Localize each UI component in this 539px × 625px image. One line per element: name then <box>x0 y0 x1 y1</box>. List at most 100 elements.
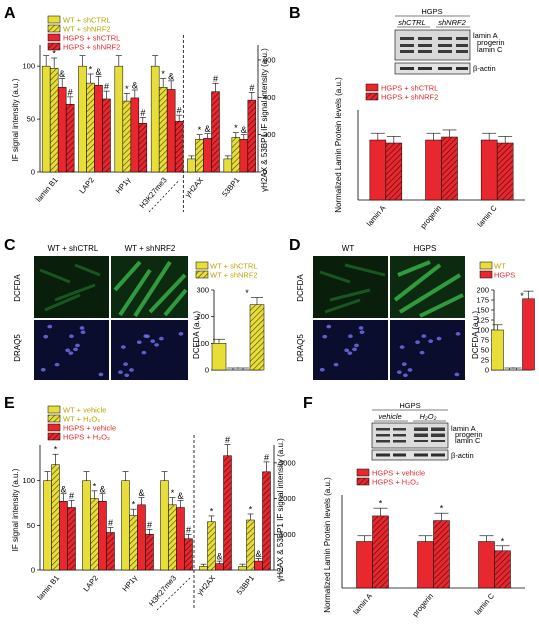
bar <box>246 519 255 571</box>
nucleus <box>80 330 86 335</box>
bar <box>102 98 111 173</box>
bar <box>247 99 257 173</box>
nucleus <box>347 351 353 355</box>
y-tick-label: 0 <box>31 168 35 177</box>
actin-blot-image <box>394 62 471 75</box>
bar <box>254 560 263 571</box>
significance-marker: # <box>108 518 113 528</box>
panel-b: B HGPS shCTRL shNRF2 lamin A progerin la… <box>289 5 525 230</box>
band-label: lamin C <box>477 45 503 54</box>
legend-swatch-hgps-shnrf2 <box>47 42 61 51</box>
nucleus <box>123 362 128 366</box>
nucleus <box>54 362 60 367</box>
panel-label-c: C <box>4 237 16 254</box>
significance-marker: # <box>177 106 182 116</box>
bar <box>203 138 212 173</box>
significance-marker: * <box>54 445 58 455</box>
blot-group-label: H₂O₂ <box>420 412 437 421</box>
bar <box>90 498 99 571</box>
x-tick-label: HP1γ <box>120 573 139 593</box>
nucleus <box>178 332 184 336</box>
significance-marker: # <box>225 435 230 445</box>
nucleus <box>158 336 164 341</box>
nucleus <box>120 345 126 349</box>
y-tick-label-right: 3000 <box>279 458 296 467</box>
y-axis-label: Normalized Lamin Protein levels (a.u.) <box>334 77 343 213</box>
nucleus <box>415 340 420 345</box>
significance-marker: & <box>255 549 261 559</box>
x-tick-label: H3K27me3 <box>138 176 169 211</box>
nucleus <box>65 348 71 353</box>
significance-marker: * <box>89 64 93 74</box>
panel-label-b: B <box>289 5 301 22</box>
bar <box>57 87 67 173</box>
bar <box>187 158 196 173</box>
band-label: lamin A <box>451 424 476 433</box>
significance-marker: & <box>99 484 105 494</box>
nucleus <box>75 343 80 348</box>
significance-marker: # <box>186 525 191 535</box>
nucleus <box>333 362 339 367</box>
panel-c: C WT + shCTRL WT + shNRF2 DCFDA DRAQ5 WT… <box>4 237 265 380</box>
significance-marker: # <box>249 83 254 93</box>
bar <box>184 538 193 571</box>
legend-text: WT + shCTRL <box>63 16 111 25</box>
nucleus <box>68 351 74 355</box>
x-tick-label: 53BP1 <box>220 176 241 199</box>
nucleus <box>348 334 353 339</box>
bar <box>82 480 91 571</box>
legend-text: HGPS + shCTRL <box>381 84 438 93</box>
nucleus <box>319 367 325 372</box>
significance-marker: * <box>245 288 249 298</box>
nucleus <box>136 340 142 345</box>
x-tick-label: lamin C <box>475 203 499 229</box>
nucleus <box>150 339 156 343</box>
x-tick-label: progerin <box>418 204 443 231</box>
blot-group-label: vehicle <box>378 412 401 421</box>
row-label: DRAQ5 <box>13 334 22 362</box>
significance-marker: * <box>520 291 524 301</box>
bar <box>86 82 95 173</box>
panel-d: D WT HGPS DCFDA DRAQ5 WT HGPS DCFDA (a.u… <box>289 237 535 380</box>
significance-marker: & <box>216 552 222 562</box>
nuclei-dots <box>40 324 184 378</box>
x-tick-label: lamin B1 <box>35 574 61 602</box>
y-axis-label: Normalized Lamin Protein levels (a.u.) <box>323 477 332 613</box>
blot-title: HGPS <box>421 7 442 16</box>
nucleus <box>129 368 134 372</box>
significance-marker: * <box>52 48 56 58</box>
bar <box>385 142 403 201</box>
panel-c-legend: WT + shCTRL WT + shNRF2 <box>195 262 258 280</box>
y-tick-label-right: 200 <box>263 130 276 139</box>
y-tick-label: 100 <box>476 326 489 335</box>
bar <box>166 89 176 173</box>
x-tick-label: γH2AX <box>183 176 205 200</box>
nucleus <box>358 326 364 330</box>
y-axis-label-right: γH2AX & 53BP1 IF signal intensity (a.u.) <box>276 438 285 582</box>
bar <box>130 97 140 173</box>
bar <box>145 534 154 571</box>
panel-f-blot: HGPS vehicle H₂O₂ lamin A progerin lamin… <box>371 401 483 461</box>
legend-text: WT + shCTRL <box>210 262 258 271</box>
bar <box>262 471 271 571</box>
bar <box>160 480 169 571</box>
significance-marker: * <box>210 506 214 516</box>
bar <box>211 91 220 173</box>
nucleus <box>326 324 332 329</box>
nucleus <box>322 334 328 339</box>
legend-text: HGPS + shCTRL <box>63 34 120 43</box>
significance-marker: & <box>177 491 183 501</box>
column-label: HGPS <box>414 244 437 253</box>
y-axis-label: DCFDA (a.u.) <box>192 311 201 359</box>
legend-text: WT + vehicle <box>63 406 106 415</box>
bar <box>138 123 148 173</box>
y-tick-label: 100 <box>196 339 209 348</box>
panel-f: F HGPS vehicle H₂O₂ lamin A progerin lam… <box>303 395 525 618</box>
bar <box>174 120 184 173</box>
nucleus <box>344 348 350 353</box>
x-tick-label: lamin A <box>365 204 388 229</box>
column-label: WT + shCTRL <box>48 244 99 253</box>
nucleus <box>428 339 434 343</box>
